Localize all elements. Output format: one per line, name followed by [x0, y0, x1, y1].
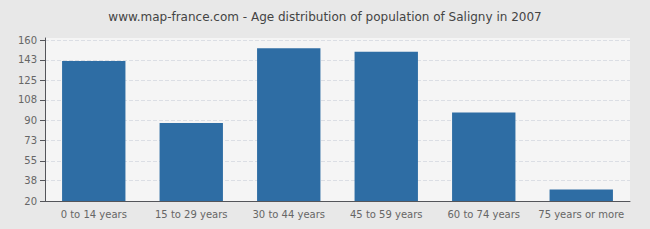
svg-text:73: 73 [24, 135, 37, 146]
svg-text:30 to 44 years: 30 to 44 years [252, 209, 325, 220]
svg-text:160: 160 [18, 35, 37, 46]
svg-text:45 to 59 years: 45 to 59 years [350, 209, 423, 220]
svg-text:60 to 74 years: 60 to 74 years [447, 209, 520, 220]
svg-text:108: 108 [18, 94, 37, 105]
svg-text:55: 55 [24, 155, 37, 166]
svg-text:90: 90 [24, 115, 37, 126]
svg-text:143: 143 [18, 54, 37, 65]
svg-text:75 years or more: 75 years or more [538, 209, 624, 220]
svg-text:20: 20 [24, 196, 37, 207]
svg-text:www.map-france.com - Age distr: www.map-france.com - Age distribution of… [108, 10, 541, 24]
svg-text:38: 38 [24, 175, 37, 186]
svg-text:0 to 14 years: 0 to 14 years [61, 209, 127, 220]
svg-text:125: 125 [18, 75, 37, 86]
svg-text:15 to 29 years: 15 to 29 years [155, 209, 228, 220]
